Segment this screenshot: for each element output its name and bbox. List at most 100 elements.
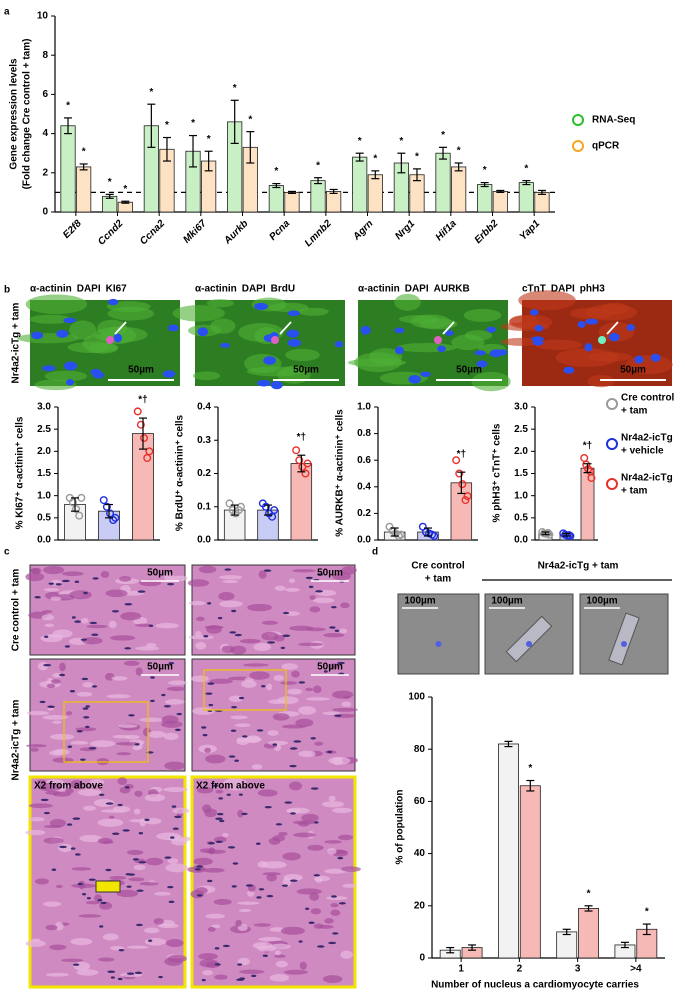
- nucleus: [150, 676, 155, 679]
- tissue: [161, 715, 179, 724]
- nucleus: [634, 355, 644, 364]
- nucleus: [137, 590, 146, 593]
- tissue: [324, 840, 342, 844]
- tissue: [127, 945, 149, 949]
- data-point: [544, 528, 553, 537]
- x-tick-label: 2: [517, 964, 523, 975]
- nucleus: [534, 324, 544, 332]
- significance-mark: *†: [297, 432, 306, 443]
- error-bar: [620, 941, 629, 949]
- fiber: [555, 348, 619, 367]
- tissue: [41, 610, 53, 614]
- nucleus: [394, 327, 405, 334]
- nucleus: [63, 317, 76, 324]
- legend-label: + tam: [621, 486, 648, 497]
- error-bar: [496, 189, 505, 193]
- tissue: [105, 589, 128, 597]
- data-point: [303, 459, 312, 468]
- nucleus: [176, 712, 183, 716]
- legend-marker: [606, 398, 618, 410]
- error-bar: [230, 99, 239, 144]
- tissue: [328, 663, 340, 669]
- tissue: [198, 565, 217, 574]
- tissue: [41, 614, 55, 621]
- tissue: [299, 961, 307, 970]
- row-label: Cre control + tam: [11, 569, 22, 652]
- tissue: [281, 663, 299, 670]
- stain-label: phH3: [580, 284, 605, 295]
- nucleus: [334, 714, 342, 717]
- nucleus: [270, 380, 283, 390]
- nucleus: [621, 641, 627, 647]
- significance-mark: *: [123, 184, 127, 195]
- tissue: [287, 688, 303, 695]
- x-tick-label: >4: [630, 964, 642, 975]
- nucleus: [238, 793, 243, 796]
- nucleus: [289, 879, 298, 882]
- nucleus: [138, 861, 147, 864]
- data-point: [455, 469, 464, 478]
- tissue: [228, 695, 243, 702]
- tissue: [167, 858, 179, 864]
- tissue: [267, 730, 279, 736]
- tissue: [237, 957, 250, 966]
- y-tick-label: 0: [419, 953, 425, 964]
- arrow: [279, 321, 292, 335]
- tissue: [65, 788, 74, 794]
- tissue: [314, 877, 323, 883]
- tissue: [145, 857, 164, 866]
- tissue: [218, 591, 235, 601]
- nucleus: [135, 923, 143, 927]
- data-point: [261, 502, 270, 511]
- tissue: [257, 789, 278, 797]
- panel-label: b: [4, 285, 10, 296]
- row-label: Nr4a2-icTg + tam: [11, 302, 22, 383]
- tissue: [289, 625, 314, 631]
- error-bar: [522, 180, 531, 186]
- tissue: [77, 789, 102, 797]
- nucleus: [197, 327, 209, 337]
- y-tick-label: 3.0: [514, 402, 528, 413]
- nucleus: [89, 621, 98, 625]
- tissue: [272, 713, 290, 721]
- nucleus: [213, 784, 219, 787]
- nucleus: [256, 896, 262, 899]
- y-tick-label: 1.0: [37, 490, 51, 501]
- tissue: [285, 587, 300, 592]
- data-point: [68, 498, 77, 507]
- nucleus: [577, 321, 586, 328]
- cell: [608, 612, 640, 666]
- nucleus: [127, 873, 136, 876]
- bar: [580, 467, 595, 541]
- nucleus: [239, 977, 246, 980]
- bar: [534, 191, 550, 213]
- tissue: [25, 940, 46, 948]
- nucleus: [331, 895, 337, 898]
- tissue: [49, 733, 75, 740]
- nucleus: [395, 346, 404, 355]
- tissue: [172, 807, 190, 814]
- tissue: [205, 913, 225, 919]
- nucleus: [122, 829, 130, 832]
- nucleus: [217, 616, 223, 620]
- nucleus: [445, 330, 454, 336]
- error-bar: [584, 905, 593, 912]
- tissue: [322, 711, 341, 716]
- y-tick-label: 0.1: [197, 501, 211, 512]
- significance-mark: *: [207, 134, 211, 145]
- tissue: [251, 764, 263, 770]
- tissue: [47, 707, 54, 711]
- nucleus: [148, 624, 154, 627]
- y-tick-label: 100: [408, 692, 425, 703]
- tissue: [213, 898, 232, 905]
- tissue: [309, 892, 320, 901]
- tissue: [76, 691, 93, 697]
- x-tick-label: E2f8: [61, 218, 84, 241]
- tissue: [120, 611, 142, 621]
- tissue: [296, 888, 322, 895]
- tissue: [55, 884, 63, 889]
- micrograph-bg: [191, 658, 356, 772]
- nucleus: [215, 817, 223, 820]
- nucleus: [264, 805, 272, 809]
- error-bar: [457, 471, 466, 495]
